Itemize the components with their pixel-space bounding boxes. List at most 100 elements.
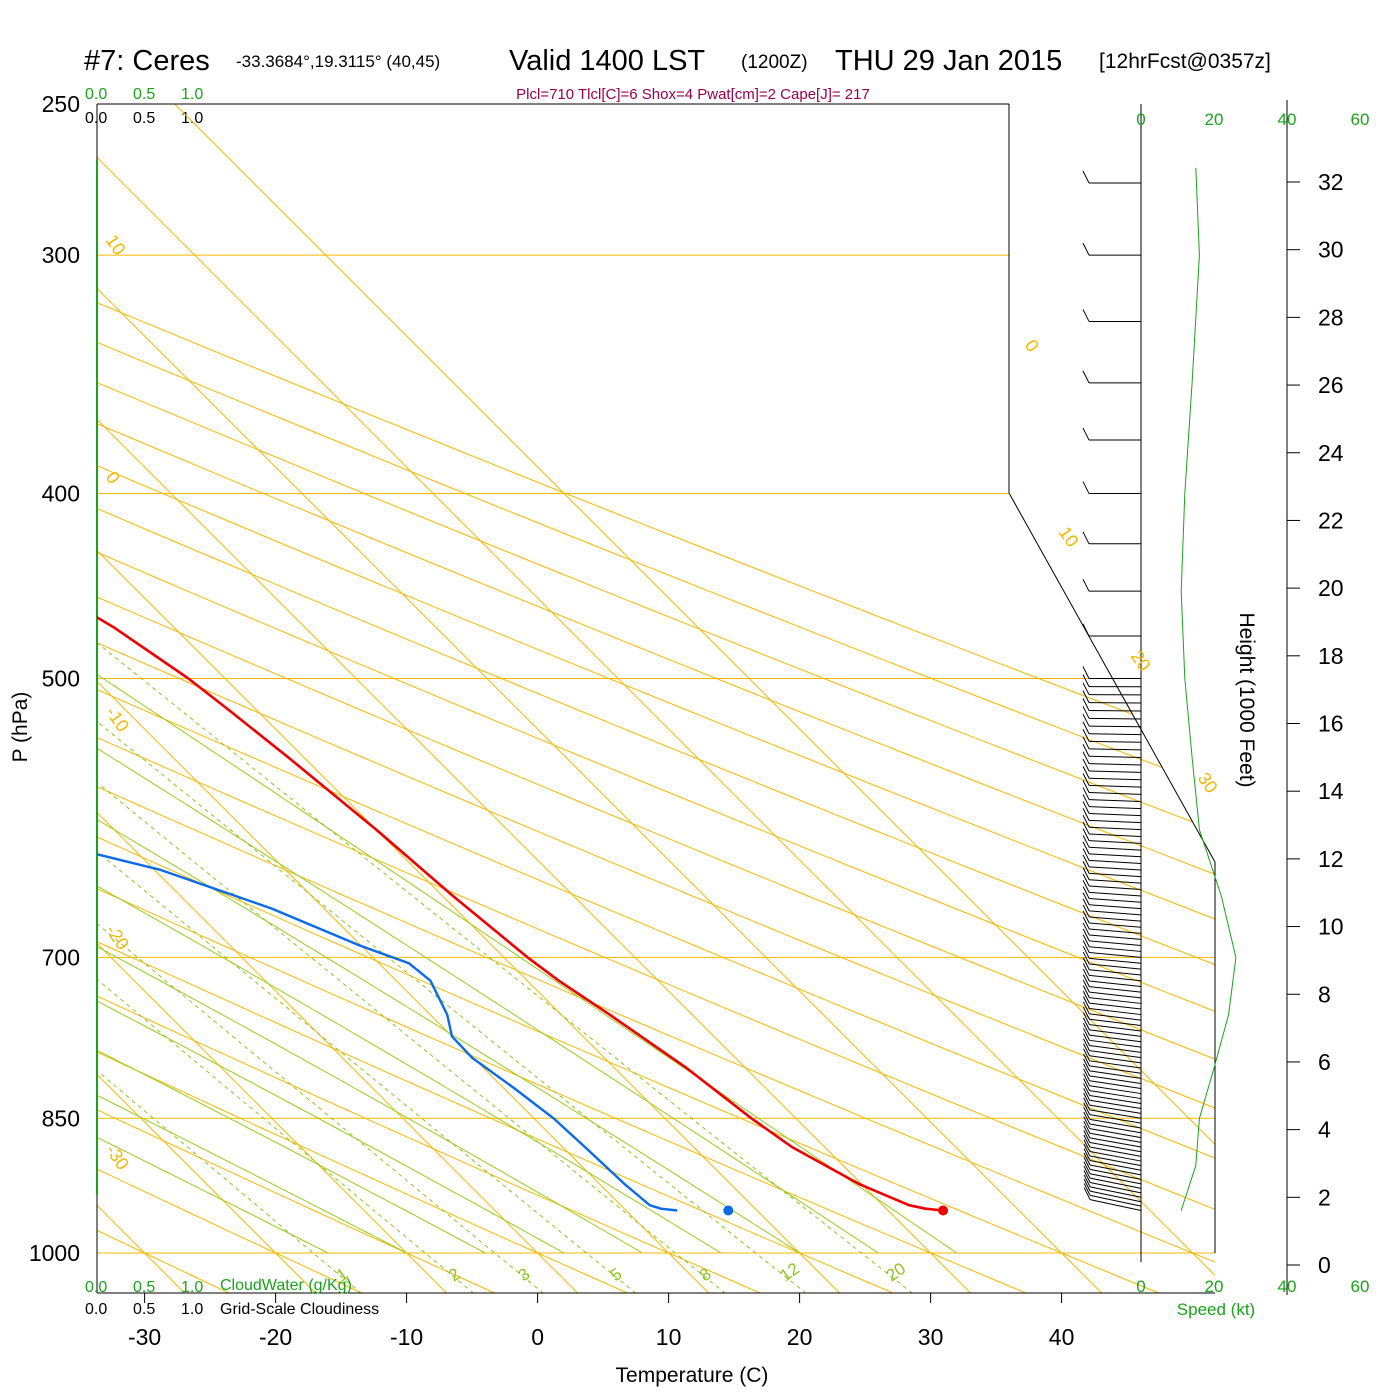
wind-barb-flag [1082,979,1090,993]
sounding-params: Plcl=710 Tlcl[C]=6 Shox=4 Pwat[cm]=2 Cap… [516,86,870,103]
mixing-ratio-line [97,493,544,1293]
plot-frame [96,103,1216,1294]
isotherm-line [97,104,841,1293]
isotherm-line [97,104,972,1293]
wind-barb-flag [1083,1161,1091,1175]
wind-barb-staff [1089,1029,1142,1037]
wind-barb-flag [1082,898,1090,912]
wind-barb-flag [1083,1068,1091,1082]
wind-barb-staff [1089,1075,1142,1084]
wind-barb-staff [1089,1080,1142,1090]
wind-barb-staff [1089,1094,1142,1105]
height-tick-label: 8 [1318,981,1331,1007]
wind-barb-staff [1089,1182,1142,1194]
temperature-tick-label: 10 [656,1324,682,1350]
bottom-cloudwater-tick-2: 1.0 [181,1279,203,1296]
wind-barb-staff [1089,940,1142,946]
wind-barb-flag [1082,623,1090,637]
wind-barb-staff [1089,991,1142,999]
dry-adiabat-line [97,104,629,1293]
speed-bottom-tick-1: 20 [1205,1277,1224,1296]
wind-barb-flag [1082,996,1090,1009]
dry-adiabat-line [97,104,762,1293]
wind-barb-flag [1083,1130,1091,1143]
speed-axis-label: Speed (kt) [1177,1300,1255,1319]
dry-adiabat-line [97,104,1215,1293]
wind-barb-staff [1089,974,1142,982]
mixing-ratio-line [97,493,807,1293]
wind-barb-staff [1089,1164,1142,1176]
wind-barb-flag [1082,828,1090,841]
height-tick-label: 0 [1318,1252,1331,1278]
wind-barb-flag [1083,1088,1091,1101]
pressure-axis-label: P (hPa) [9,692,32,763]
wind-barb-staff [1089,910,1142,916]
wind-barb-staff [1089,986,1142,993]
wind-barb-flag [1082,427,1090,441]
wind-barb-flag [1082,985,1090,998]
wind-barb-staff [1089,952,1142,958]
wind-barb-flag [1082,974,1090,987]
wind-barb-flag [1082,1022,1090,1036]
wind-barb-flag [1083,1043,1090,1056]
dry-adiabat-line [97,104,1215,1293]
wind-barb-staff [1089,934,1142,940]
wind-barb-flag [1083,1187,1091,1200]
station-name: #7: Ceres [84,45,210,77]
wind-barb-staff [1089,904,1142,910]
cloudiness-label: Grid-Scale Cloudiness [220,1301,379,1318]
top-cloudwater-tick-2: 1.0 [181,86,203,103]
moist-adiabat-line [97,104,958,1254]
isotherm-line [97,104,579,1293]
sounding-traces [97,166,949,1216]
wind-barb-flag [1083,1107,1091,1120]
wind-barb-flag [1082,801,1090,814]
wind-barb-staff [1089,777,1142,781]
speed-bottom-tick-0: 0 [1136,1277,1145,1296]
pressure-tick-label: 850 [42,1105,80,1131]
wind-barb-staff [1089,916,1142,922]
moist-adiabat-line [97,104,565,1254]
top-cloud-scales: 0.0 0.5 1.0 0.0 0.5 1.0 [85,86,203,127]
temperature-tick-label: 30 [918,1324,944,1350]
dry-adiabat-line [97,104,1215,1293]
height-tick-label: 14 [1318,778,1344,804]
bottom-cloud-scales: 0.0 0.5 1.0 CloudWater (g/Kg) 0.0 0.5 1.… [85,1277,379,1318]
height-tick-label: 22 [1318,507,1344,533]
wind-barb-flag [1082,794,1090,807]
pressure-tick-label: 500 [42,666,80,692]
wind-barb-staff [1089,813,1142,817]
moist-adiabat-line [97,104,722,1254]
height-tick-label: 26 [1318,372,1344,398]
wind-barb-staff [1089,1155,1142,1167]
wind-barb-staff [1089,1018,1142,1027]
wind-barb-flag [1082,1017,1090,1031]
wind-barb-flag [1083,1097,1091,1111]
isotherm-label: 10 [1055,523,1083,551]
wind-barb-staff [1089,763,1142,766]
chart-header: #7: Ceres -33.3684°,19.3115° (40,45) Val… [84,45,1271,103]
speed-bottom-tick-2: 40 [1278,1277,1297,1296]
wind-barb-flag [1083,1183,1091,1196]
mixing-ratio-label: 20 [883,1259,909,1285]
wind-barb-staff [1089,1137,1142,1148]
height-tick-label: 2 [1318,1184,1331,1210]
wind-barb-flag [1082,886,1090,899]
dry-adiabat-line [97,104,1215,1293]
wind-barb-staff [1089,885,1142,891]
mixing-ratio-line [97,493,913,1293]
isotherm-label: -30 [102,1141,133,1174]
wind-barb-flag [1082,892,1090,905]
wind-barb-staff [1088,717,1142,720]
wind-barb-staff [1089,928,1142,934]
wind-barb-staff [1089,1160,1142,1171]
height-axis-label: Height (1000 Feet) [1235,612,1258,787]
wind-barb-flag [1082,744,1090,757]
isotherm-line [97,104,1103,1293]
wind-barb-flag [1083,1073,1091,1086]
wind-barb-flag [1083,1053,1090,1067]
mixing-ratio-label: 12 [777,1259,803,1285]
wind-barb-flag [1083,1092,1091,1106]
wind-barb-staff [1089,1151,1142,1162]
